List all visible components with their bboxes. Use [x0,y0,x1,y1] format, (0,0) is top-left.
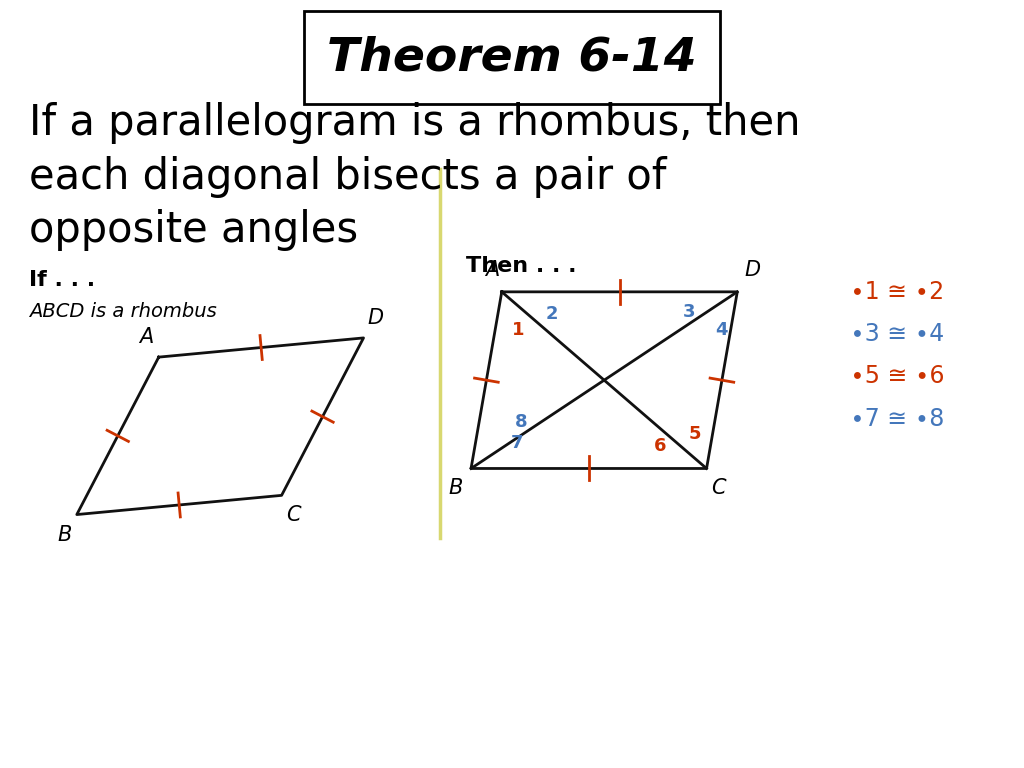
Text: D: D [368,308,384,328]
Text: If a parallelogram is a rhombus, then: If a parallelogram is a rhombus, then [29,102,800,144]
Text: 1: 1 [512,321,524,339]
Text: B: B [449,478,463,498]
Text: ABCD is a rhombus: ABCD is a rhombus [29,303,216,321]
Text: ∙5 ≅ ∙6: ∙5 ≅ ∙6 [850,364,944,389]
Text: 5: 5 [688,425,700,443]
Text: Theorem 6-14: Theorem 6-14 [328,35,696,80]
Text: opposite angles: opposite angles [29,210,357,251]
Text: 7: 7 [511,435,523,452]
Text: ∙3 ≅ ∙4: ∙3 ≅ ∙4 [850,322,944,346]
Text: ∙7 ≅ ∙8: ∙7 ≅ ∙8 [850,406,944,431]
Text: 8: 8 [515,413,527,432]
Text: 3: 3 [683,303,695,321]
Text: 6: 6 [654,438,667,455]
Text: A: A [484,260,499,280]
Text: D: D [744,260,761,280]
Text: A: A [139,327,154,347]
Text: B: B [57,525,72,545]
Text: If . . .: If . . . [29,270,95,290]
Text: C: C [712,478,726,498]
Text: 4: 4 [715,321,727,339]
Text: 2: 2 [546,305,558,323]
Text: C: C [287,505,301,525]
Text: ∙1 ≅ ∙2: ∙1 ≅ ∙2 [850,280,944,304]
Text: each diagonal bisects a pair of: each diagonal bisects a pair of [29,156,667,197]
Text: Then . . .: Then . . . [466,257,577,276]
